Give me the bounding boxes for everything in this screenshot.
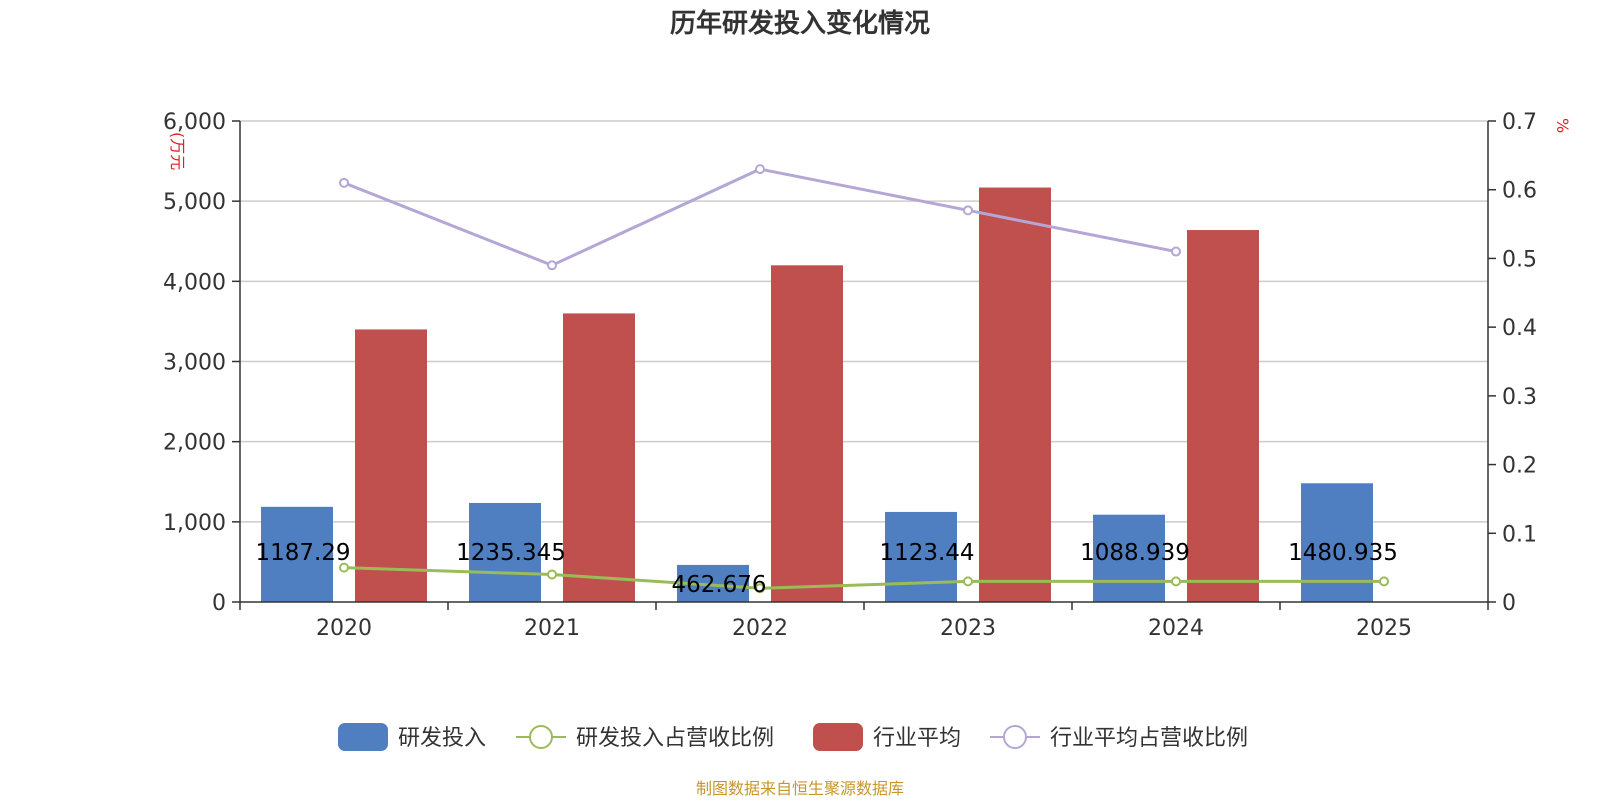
line-point	[755, 583, 765, 594]
series-lines	[339, 164, 1389, 594]
legend-label: 研发投入	[398, 726, 486, 751]
bar	[469, 502, 541, 602]
bar	[1093, 514, 1165, 602]
data-label: 1235.345	[456, 540, 566, 566]
left-tick-label: 0	[212, 591, 226, 616]
x-tick-label: 2022	[732, 616, 788, 641]
left-tick-label: 3,000	[163, 351, 226, 376]
x-tick-label: 2024	[1148, 616, 1204, 641]
data-label: 462.676	[671, 572, 766, 598]
legend-label: 行业平均占营收比例	[1050, 726, 1248, 751]
x-tick-label: 2023	[940, 616, 996, 641]
series-line	[343, 566, 1384, 590]
right-tick-label: 0.7	[1502, 110, 1537, 135]
legend-marker	[529, 725, 553, 749]
legend-swatch	[338, 723, 388, 751]
line-point	[547, 260, 557, 271]
right-tick-label: 0.1	[1502, 522, 1537, 547]
right-tick-label: 0.6	[1502, 179, 1537, 204]
series-line	[343, 167, 1177, 267]
bar	[771, 265, 843, 602]
bar	[979, 187, 1051, 602]
x-tick-label: 2021	[524, 616, 580, 641]
left-tick-label: 6,000	[163, 110, 226, 135]
source-note: 制图数据来自恒生聚源数据库	[696, 779, 904, 798]
right-tick-label: 0	[1502, 591, 1516, 616]
legend-label: 行业平均	[873, 726, 961, 751]
line-point	[963, 205, 973, 216]
data-labels: 1187.29 1235.345 462.676 1123.44 1088.939 148…	[255, 540, 1397, 598]
legend: 研发投入 研发投入占营收比例 行业平均 行业平均占营收比例	[338, 723, 1248, 751]
chart-title: 历年研发投入变化情况	[670, 8, 930, 39]
line-point	[1171, 576, 1181, 587]
bar	[261, 506, 333, 602]
line-point	[1379, 576, 1389, 587]
line-point	[963, 576, 973, 587]
bar	[563, 313, 635, 602]
gridlines	[240, 120, 1488, 523]
left-tick-label: 5,000	[163, 190, 226, 215]
data-label: 1187.29	[255, 540, 350, 566]
legend-marker	[1003, 725, 1027, 749]
left-tick-label: 2,000	[163, 431, 226, 456]
bar	[885, 511, 957, 602]
right-tick-label: 0.3	[1502, 385, 1537, 410]
line-point	[339, 177, 349, 188]
line-point	[547, 569, 557, 580]
bars	[261, 187, 1373, 602]
right-tick-label: 0.5	[1502, 247, 1537, 272]
legend-label: 研发投入占营收比例	[576, 726, 774, 751]
data-label: 1480.935	[1288, 540, 1398, 566]
left-tick-label: 4,000	[163, 270, 226, 295]
x-tick-label: 2020	[316, 616, 372, 641]
axes: 0 1,000 2,000 3,000 4,000 5,000 6,000 0 0.1 0.2 0.…	[163, 110, 1537, 641]
line-point	[339, 562, 349, 573]
bar	[1187, 230, 1259, 602]
right-tick-label: 0.4	[1502, 316, 1537, 341]
line-point	[755, 164, 765, 175]
left-tick-label: 1,000	[163, 511, 226, 536]
right-tick-label: 0.2	[1502, 454, 1537, 479]
left-axis-unit: (万元	[168, 132, 187, 170]
data-label: 1123.44	[879, 540, 974, 566]
x-tick-label: 2025	[1356, 616, 1412, 641]
legend-swatch	[813, 723, 863, 751]
line-point	[1171, 246, 1181, 257]
right-axis-unit: %	[1553, 118, 1572, 133]
bar	[355, 329, 427, 602]
data-label: 1088.939	[1080, 540, 1190, 566]
